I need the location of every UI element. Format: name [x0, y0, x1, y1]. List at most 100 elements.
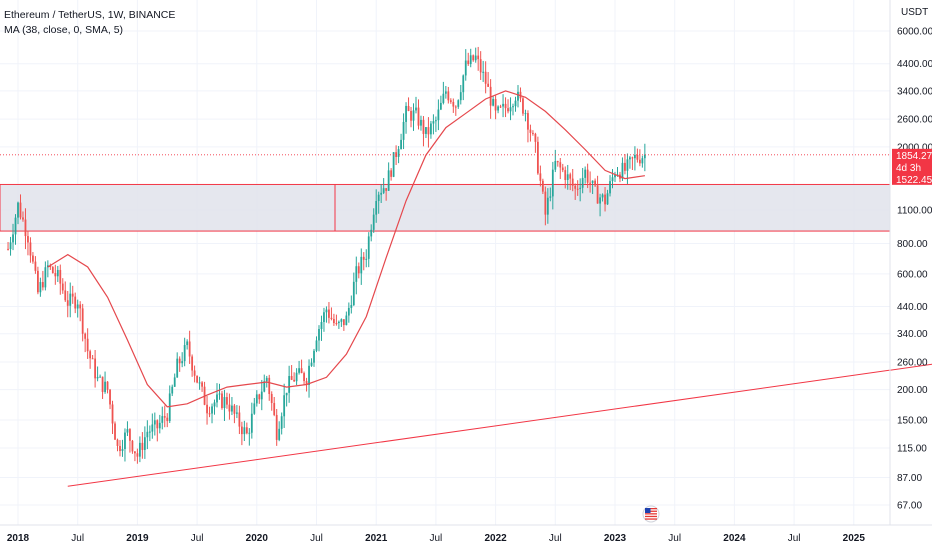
candle-body: [569, 174, 572, 179]
candle-body: [313, 350, 315, 363]
candle-body: [208, 413, 211, 415]
candle-body: [345, 315, 348, 326]
indicator-legend[interactable]: MA (38, close, 0, SMA, 5): [4, 24, 124, 36]
candle-body: [89, 351, 92, 359]
candle-body: [178, 358, 181, 364]
candle-body: [61, 283, 64, 291]
price-axis[interactable]: USDT 6000.00 4400.00 3400.00 2600.00 2000.00…: [889, 0, 932, 525]
candle-body: [141, 442, 144, 450]
candle-body: [328, 309, 330, 318]
candle-body: [17, 202, 19, 218]
candle-body: [502, 103, 504, 107]
candle-body: [59, 269, 62, 284]
candle-body: [54, 273, 57, 277]
support-zone-rect: [0, 183, 891, 232]
y-tick-label: 1100.00: [897, 205, 932, 216]
moving-average-series: [47, 90, 645, 408]
candle-body: [522, 98, 524, 114]
candle-body: [131, 440, 134, 452]
candle-body: [19, 202, 22, 218]
candle-body: [554, 161, 557, 170]
candle-body: [9, 242, 12, 250]
candle-body: [377, 194, 380, 202]
candle-body: [161, 416, 164, 423]
candle-body: [454, 106, 457, 108]
candle-body: [591, 180, 594, 183]
candle-body: [449, 100, 452, 102]
candle-body: [27, 236, 29, 243]
x-tick-label: 2019: [126, 533, 149, 544]
candle-body: [367, 236, 370, 259]
candle-body: [482, 71, 485, 73]
candle-body: [350, 305, 353, 308]
candle-body: [564, 170, 567, 180]
candle-body: [250, 413, 253, 433]
candle-body: [546, 197, 549, 215]
candle-body: [218, 393, 221, 395]
candle-body: [114, 423, 116, 440]
x-tick-label: 2020: [246, 533, 269, 544]
candle-body: [288, 375, 291, 393]
candle-body: [539, 173, 542, 181]
candle-body: [499, 106, 502, 108]
candle-body: [253, 403, 256, 414]
x-tick-label: 2025: [843, 533, 866, 544]
candle-body: [136, 453, 139, 457]
candle-body: [584, 169, 587, 178]
x-tick-label: Jul: [668, 533, 681, 544]
candle-body: [39, 282, 42, 293]
candle-body: [437, 109, 440, 121]
candle-body: [469, 55, 472, 65]
candle-body: [64, 290, 67, 301]
candle-body: [489, 86, 492, 106]
candle-body: [46, 265, 49, 268]
candle-body: [517, 91, 519, 101]
candle-body: [270, 393, 273, 404]
candle-body: [101, 376, 104, 392]
candle-body: [427, 127, 430, 135]
x-tick-label: Jul: [430, 533, 443, 544]
candle-body: [337, 321, 340, 324]
candle-body: [544, 191, 547, 215]
candle-body: [325, 309, 328, 313]
candle-body: [459, 92, 462, 101]
candle-body: [504, 103, 507, 109]
candle-body: [330, 317, 333, 319]
candle-body: [213, 402, 216, 407]
candle-body: [94, 358, 97, 379]
candle-body: [191, 356, 194, 371]
candle-body: [604, 194, 606, 205]
candle-body: [158, 422, 161, 429]
candle-body: [153, 420, 156, 425]
support-zone: [0, 183, 891, 232]
candle-body: [228, 404, 231, 412]
us-flag-event-icon[interactable]: [642, 505, 660, 523]
candle-body: [507, 108, 509, 112]
candle-body: [84, 333, 87, 339]
candle-body: [352, 281, 355, 306]
candle-body: [484, 71, 487, 84]
candle-body: [365, 258, 368, 260]
flag-stripe: [645, 510, 657, 512]
y-tick-label: 2600.00: [897, 115, 932, 126]
candle-body: [641, 158, 644, 164]
time-axis[interactable]: 2018 Jul 2019 Jul 2020 Jul 2021 Jul 2022 Jul 2023 J…: [0, 524, 932, 544]
last-price-value: 1854.27: [896, 151, 932, 162]
candle-body: [56, 269, 59, 277]
candle-body: [285, 392, 288, 396]
candle-body: [298, 368, 300, 373]
candle-body: [76, 304, 79, 309]
candle-body: [37, 270, 39, 293]
flag-stripe: [645, 518, 657, 520]
candle-body: [375, 201, 378, 215]
candle-body: [66, 300, 69, 306]
candle-body: [263, 381, 266, 392]
candle-body: [171, 386, 174, 394]
y-tick-label: 260.00: [897, 358, 928, 369]
candle-body: [347, 307, 350, 316]
symbol-title[interactable]: Ethereum / TetherUS, 1W, BINANCE: [4, 9, 176, 21]
candle-body: [290, 375, 293, 380]
x-tick-label: Jul: [788, 533, 801, 544]
